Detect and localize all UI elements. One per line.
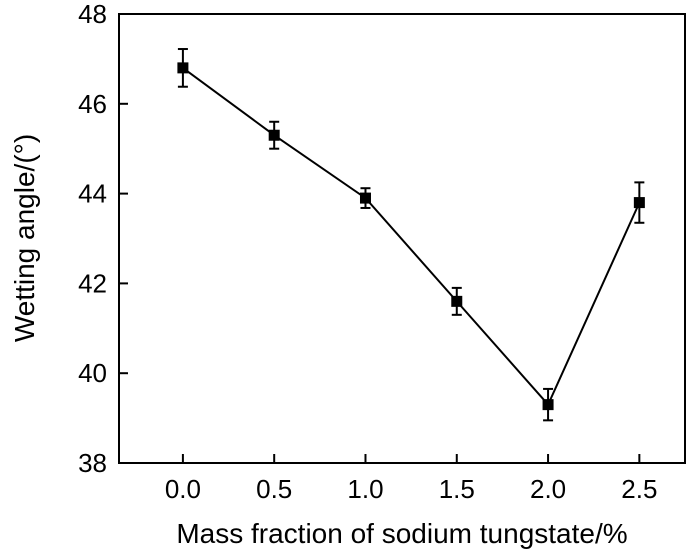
y-tick-label: 40	[78, 358, 107, 388]
data-point	[359, 192, 371, 204]
data-markers	[177, 62, 645, 411]
x-axis-title: Mass fraction of sodium tungstate/%	[176, 518, 627, 549]
y-tick-label: 38	[78, 448, 107, 478]
y-tick-label: 48	[78, 0, 107, 29]
error-bars	[177, 48, 645, 422]
x-tick-label: 0.0	[165, 474, 201, 504]
data-point	[542, 399, 554, 411]
y-tick-label: 42	[78, 268, 107, 298]
series-line	[182, 67, 641, 407]
data-point	[177, 62, 189, 74]
x-tick-label: 1.5	[439, 474, 475, 504]
x-tick-label: 2.5	[621, 474, 657, 504]
y-tick-label: 44	[78, 179, 107, 209]
y-axis-title: Wetting angle/(°)	[9, 134, 40, 342]
x-tick-label: 0.5	[256, 474, 292, 504]
data-point	[451, 295, 463, 307]
y-tick-label: 46	[78, 89, 107, 119]
x-tick-label: 1.0	[347, 474, 383, 504]
data-point	[268, 129, 280, 141]
tick-labels: 0.0 0.5 1.0 1.5 2.0 2.5 38 40 42 44 46 48	[78, 0, 657, 504]
x-tick-label: 2.0	[530, 474, 566, 504]
plot-frame	[118, 13, 686, 464]
axis-ticks	[119, 13, 641, 464]
data-point	[633, 197, 645, 209]
